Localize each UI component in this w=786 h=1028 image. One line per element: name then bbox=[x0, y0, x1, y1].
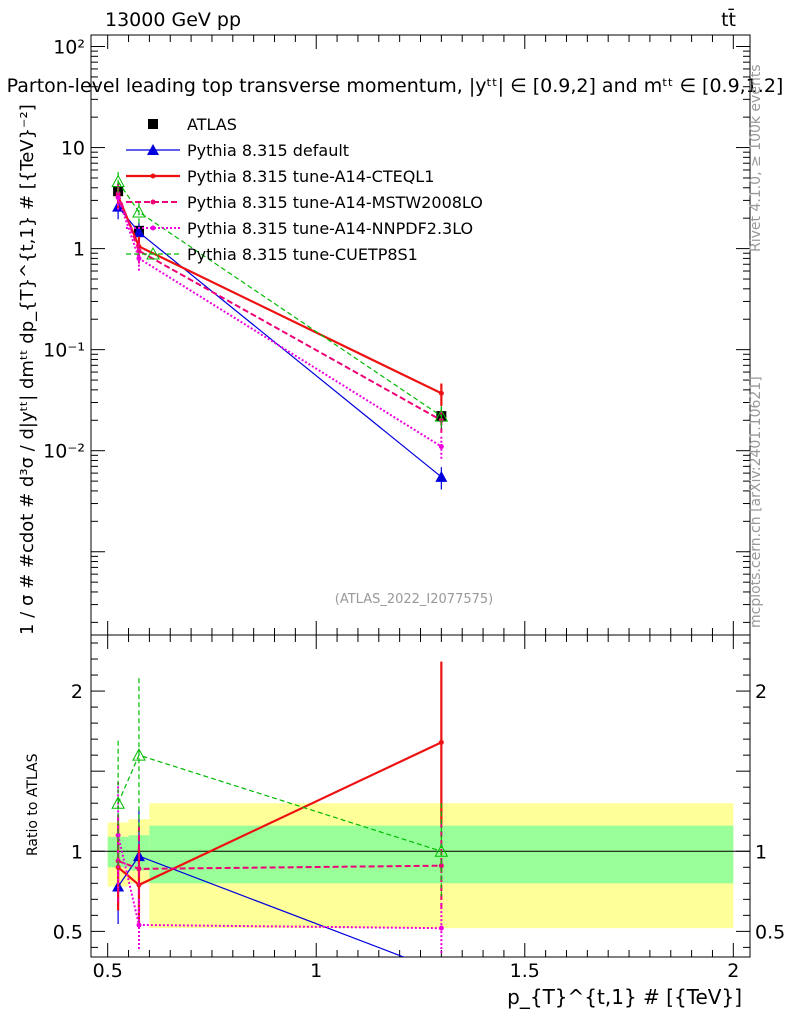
legend-marker-default bbox=[147, 144, 159, 155]
main-y-tick-label: 10² bbox=[53, 37, 85, 59]
main-line-mstw bbox=[117, 193, 442, 422]
ratio-point-mstw bbox=[438, 863, 444, 869]
legend: ATLAS Pythia 8.315 default Pythia 8.315 tu… bbox=[126, 115, 483, 264]
main-point-cuetp bbox=[132, 205, 146, 218]
analysis-label: (ATLAS_2022_I2077575) bbox=[335, 592, 493, 607]
ratio-point-nnpdf bbox=[438, 925, 444, 931]
main-y-tick-label: 10 bbox=[61, 138, 85, 160]
legend-marker-atlas bbox=[148, 119, 158, 129]
main-series-group bbox=[111, 171, 449, 490]
legend-label-cuetp: Pythia 8.315 tune-CUETP8S1 bbox=[187, 245, 418, 264]
x-tick-label: 1.5 bbox=[510, 960, 540, 982]
legend-entry-atlas: ATLAS bbox=[148, 115, 237, 134]
legend-entry-mstw: Pythia 8.315 tune-A14-MSTW2008LO bbox=[126, 193, 483, 212]
legend-label-default: Pythia 8.315 default bbox=[187, 141, 349, 160]
ratio-point-nnpdf bbox=[115, 832, 121, 838]
main-series-cuetp bbox=[111, 171, 449, 429]
ratio-series-cuetp bbox=[111, 678, 449, 900]
ratio-y-tick-label-left: 1 bbox=[71, 841, 83, 863]
ratio-point-cuetp bbox=[111, 796, 125, 809]
legend-entry-cteql1: Pythia 8.315 tune-A14-CTEQL1 bbox=[126, 167, 434, 186]
main-point-default bbox=[435, 470, 448, 482]
main-point-default bbox=[132, 226, 145, 238]
main-axis-ticks: 10² 10 1 10⁻¹ 10⁻² bbox=[43, 35, 750, 635]
ratio-point-nnpdf bbox=[136, 922, 142, 928]
x-tick-label: 0.5 bbox=[93, 960, 123, 982]
ratio-series-group bbox=[111, 661, 449, 957]
ratio-point-cuetp bbox=[434, 844, 449, 857]
main-y-tick-label: 1 bbox=[73, 239, 85, 261]
mcplots-label: mcplots.cern.ch [arXiv:2401.10621] bbox=[748, 376, 764, 628]
energy-label: 13000 GeV pp bbox=[105, 9, 241, 31]
legend-label-mstw: Pythia 8.315 tune-A14-MSTW2008LO bbox=[187, 193, 483, 212]
x-tick-label: 1 bbox=[310, 960, 322, 982]
x-axis-label: p_{T}^{t,1} # [{TeV}] bbox=[507, 985, 742, 1009]
main-point-cuetp bbox=[111, 174, 125, 188]
main-point-cuetp bbox=[434, 409, 449, 422]
main-y-tick-label: 10⁻¹ bbox=[43, 340, 85, 362]
ratio-y-tick-label-right: 2 bbox=[755, 681, 767, 703]
legend-label-nnpdf: Pythia 8.315 tune-A14-NNPDF2.3LO bbox=[187, 219, 473, 238]
main-series-default bbox=[112, 196, 448, 490]
ratio-y-axis-label: Ratio to ATLAS bbox=[25, 753, 41, 856]
ratio-y-tick-label-left: 0.5 bbox=[53, 921, 83, 943]
x-tick-label: 2 bbox=[727, 960, 739, 982]
main-point-nnpdf bbox=[438, 444, 444, 450]
main-line-cuetp bbox=[117, 181, 442, 417]
ratio-uncertainty-bands bbox=[91, 803, 750, 929]
plot-title: Parton-level leading top transverse mome… bbox=[7, 75, 784, 97]
legend-marker-mstw bbox=[150, 199, 156, 205]
legend-entry-cuetp: Pythia 8.315 tune-CUETP8S1 bbox=[126, 245, 418, 264]
legend-label-cteql1: Pythia 8.315 tune-A14-CTEQL1 bbox=[187, 167, 434, 186]
ratio-y-tick-label-left: 2 bbox=[71, 681, 83, 703]
main-point-cteql1 bbox=[438, 390, 444, 396]
ratio-axis-ticks: 0.5 0.5 1 1 2 2 0.5 1 1.5 2 bbox=[53, 635, 785, 982]
legend-marker-nnpdf bbox=[150, 225, 156, 231]
legend-marker-cuetp bbox=[146, 246, 160, 260]
ratio-series-nnpdf bbox=[115, 782, 444, 954]
main-y-tick-label: 10⁻² bbox=[43, 441, 85, 463]
process-label: tt̄ bbox=[721, 7, 736, 31]
legend-entry-nnpdf: Pythia 8.315 tune-A14-NNPDF2.3LO bbox=[126, 219, 473, 238]
ratio-point-cteql1 bbox=[438, 739, 444, 745]
legend-marker-cteql1 bbox=[150, 173, 156, 179]
legend-label-atlas: ATLAS bbox=[187, 115, 237, 134]
ratio-y-tick-label-right: 0.5 bbox=[755, 921, 785, 943]
legend-entry-default: Pythia 8.315 default bbox=[126, 141, 349, 160]
ratio-point-mstw bbox=[136, 866, 142, 872]
main-y-axis-label: 1 / σ # #cdot # d³σ / d|yᵗᵗ| dmᵗᵗ dp_{T}… bbox=[17, 104, 38, 635]
main-point-nnpdf bbox=[115, 195, 121, 201]
main-point-nnpdf bbox=[136, 255, 142, 261]
main-series-nnpdf bbox=[115, 187, 444, 460]
ratio-y-tick-label-right: 1 bbox=[755, 841, 767, 863]
rivet-version-label: Rivet 4.1.0, ≥ 100k events bbox=[748, 64, 764, 252]
ratio-point-cuetp bbox=[132, 748, 146, 761]
